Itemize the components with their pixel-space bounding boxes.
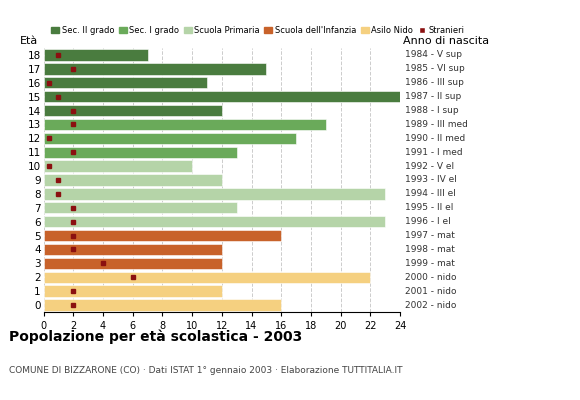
Text: 1991 - I med: 1991 - I med (405, 148, 462, 157)
Bar (44, 230, 281, 241)
Text: 1992 - V el: 1992 - V el (405, 162, 454, 171)
Legend: Sec. II grado, Sec. I grado, Scuola Primaria, Scuola dell'Infanzia, Asilo Nido, : Sec. II grado, Sec. I grado, Scuola Prim… (48, 23, 467, 38)
Bar (44, 105, 222, 116)
Text: 1994 - III el: 1994 - III el (405, 189, 456, 198)
Text: 1988 - I sup: 1988 - I sup (405, 106, 458, 115)
Text: 1990 - II med: 1990 - II med (405, 134, 465, 143)
Bar (44, 77, 207, 88)
Bar (44, 49, 147, 61)
Text: 1999 - mat: 1999 - mat (405, 259, 455, 268)
Bar (44, 133, 296, 144)
Text: 1993 - IV el: 1993 - IV el (405, 176, 456, 184)
Bar (44, 174, 222, 186)
Text: 1998 - mat: 1998 - mat (405, 245, 455, 254)
Bar (44, 63, 266, 74)
Text: 1997 - mat: 1997 - mat (405, 231, 455, 240)
Text: 1987 - II sup: 1987 - II sup (405, 92, 461, 101)
Text: 1995 - II el: 1995 - II el (405, 203, 453, 212)
Text: 2001 - nido: 2001 - nido (405, 287, 456, 296)
Bar (44, 244, 222, 255)
Bar (44, 119, 326, 130)
Text: Età: Età (20, 36, 38, 46)
Bar (44, 91, 400, 102)
Text: 1989 - III med: 1989 - III med (405, 120, 467, 129)
Text: 1986 - III sup: 1986 - III sup (405, 78, 464, 87)
Text: 2002 - nido: 2002 - nido (405, 300, 456, 310)
Bar (44, 299, 281, 311)
Bar (44, 188, 385, 200)
Bar (44, 160, 192, 172)
Text: COMUNE DI BIZZARONE (CO) · Dati ISTAT 1° gennaio 2003 · Elaborazione TUTTITALIA.: COMUNE DI BIZZARONE (CO) · Dati ISTAT 1°… (9, 366, 402, 375)
Bar (44, 258, 222, 269)
Text: 1985 - VI sup: 1985 - VI sup (405, 64, 465, 73)
Bar (44, 216, 385, 227)
Bar (44, 202, 237, 214)
Text: Anno di nascita: Anno di nascita (403, 36, 489, 46)
Bar (44, 146, 237, 158)
Text: 2000 - nido: 2000 - nido (405, 273, 456, 282)
Bar (44, 286, 222, 297)
Bar (44, 272, 371, 283)
Text: 1996 - I el: 1996 - I el (405, 217, 451, 226)
Text: Popolazione per età scolastica - 2003: Popolazione per età scolastica - 2003 (9, 330, 302, 344)
Text: 1984 - V sup: 1984 - V sup (405, 50, 462, 60)
